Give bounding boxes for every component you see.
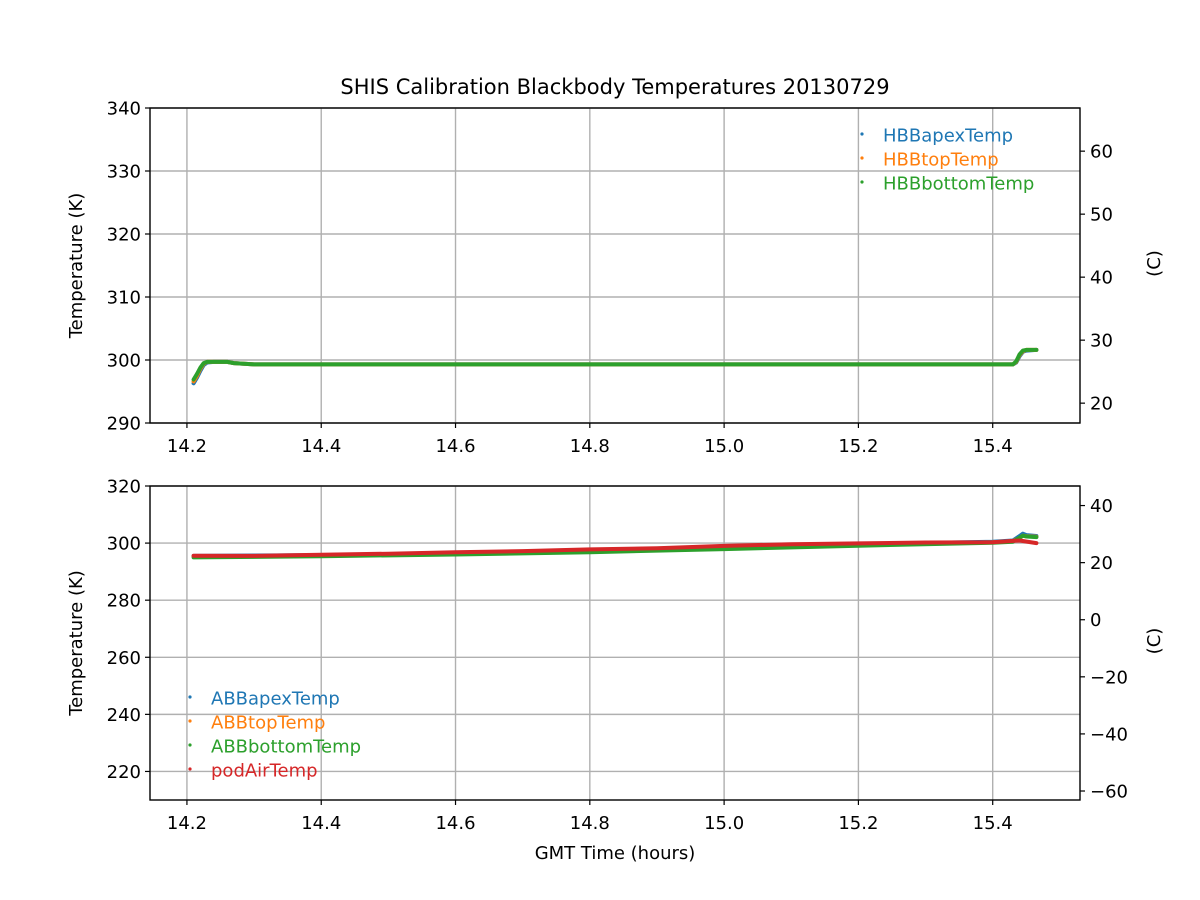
plot-frame <box>149 107 1081 424</box>
x-tick-label: 14.8 <box>570 436 610 457</box>
legend-label: ABBtopTemp <box>211 713 325 734</box>
x-tick-label: 15.0 <box>704 436 744 457</box>
y-tick-label: 260 <box>107 648 141 669</box>
right-y-tick-label: −20 <box>1090 667 1128 688</box>
bottom-panel: 14.2 14.4 14.6 14.8 15.0 15.2 15.4 220 240 260 280… <box>66 477 1165 865</box>
x-tick-label: 15.0 <box>704 813 744 834</box>
x-tick-label: 14.4 <box>301 436 341 457</box>
series-HBBbottomTemp <box>191 347 1039 382</box>
right-y-tick-label: −60 <box>1090 782 1128 803</box>
top-panel: 14.2 14.4 14.6 14.8 15.0 15.2 15.4 290 300 310 320… <box>66 99 1165 458</box>
legend-marker <box>188 767 192 771</box>
legend-label: HBBbottomTemp <box>883 174 1034 195</box>
legend-marker <box>188 743 192 747</box>
x-tick-label: 14.6 <box>435 436 475 457</box>
y-tick-label: 320 <box>107 477 141 498</box>
x-tick-label: 15.4 <box>973 813 1013 834</box>
legend-marker <box>860 132 864 136</box>
y-tick-label: 320 <box>107 225 141 246</box>
right-y-tick-label: 20 <box>1090 394 1113 415</box>
figure-title: SHIS Calibration Blackbody Temperatures … <box>340 75 889 99</box>
right-y-tick-label: 30 <box>1090 331 1113 352</box>
series-podAirTemp <box>191 538 1039 558</box>
right-y-axis-label: (C) <box>1144 628 1165 655</box>
plot-frame <box>149 485 1081 801</box>
legend-label: podAirTemp <box>211 761 318 782</box>
legend-label: HBBtopTemp <box>883 150 999 171</box>
right-y-tick-label: 60 <box>1090 142 1113 163</box>
legend-label: ABBapexTemp <box>211 689 340 710</box>
right-y-tick-label: 40 <box>1090 268 1113 289</box>
x-tick-label: 14.2 <box>167 436 207 457</box>
y-tick-label: 280 <box>107 591 141 612</box>
y-tick-label: 220 <box>107 762 141 783</box>
y-tick-label: 330 <box>107 162 141 183</box>
right-y-tick-label: 0 <box>1090 610 1101 631</box>
right-y-tick-label: 50 <box>1090 205 1113 226</box>
x-tick-label: 14.6 <box>435 813 475 834</box>
y-tick-label: 310 <box>107 288 141 309</box>
legend-marker <box>188 695 192 699</box>
legend-marker <box>860 156 864 160</box>
y-axis-label: Temperature (K) <box>66 193 87 340</box>
x-tick-label: 15.2 <box>838 436 878 457</box>
y-tick-label: 300 <box>107 351 141 372</box>
right-y-tick-label: −40 <box>1090 724 1128 745</box>
right-y-axis-label: (C) <box>1144 250 1165 277</box>
x-tick-label: 14.4 <box>301 813 341 834</box>
legend-marker <box>188 719 192 723</box>
legend-label: HBBapexTemp <box>883 126 1013 147</box>
y-tick-label: 240 <box>107 705 141 726</box>
right-y-tick-label: 20 <box>1090 553 1113 574</box>
x-axis-label: GMT Time (hours) <box>535 843 696 864</box>
x-tick-label: 15.4 <box>973 436 1013 457</box>
legend-marker <box>860 180 864 184</box>
y-tick-label: 340 <box>107 99 141 120</box>
legend-label: ABBbottomTemp <box>211 737 361 758</box>
y-axis-label: Temperature (K) <box>66 570 87 717</box>
right-y-tick-label: 40 <box>1090 496 1113 517</box>
y-tick-label: 300 <box>107 534 141 555</box>
x-tick-label: 15.2 <box>838 813 878 834</box>
y-tick-label: 290 <box>107 414 141 435</box>
x-tick-label: 14.8 <box>570 813 610 834</box>
x-tick-label: 14.2 <box>167 813 207 834</box>
